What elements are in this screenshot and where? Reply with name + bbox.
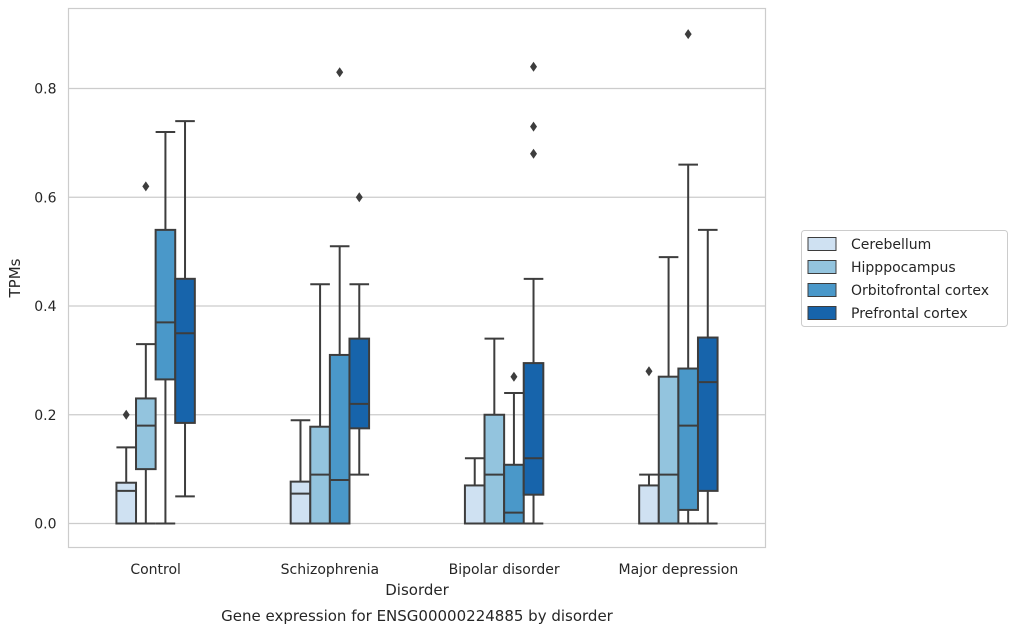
box-hipppocampus — [309, 283, 331, 525]
box-prefrontal-cortex — [348, 192, 371, 476]
outlier-point — [530, 121, 538, 132]
outlier-point — [122, 409, 130, 420]
iqr-box — [638, 484, 660, 525]
legend-swatch — [807, 237, 837, 251]
x-axis-label: Disorder — [385, 581, 449, 599]
legend-swatch — [807, 260, 837, 274]
box-orbitofrontal-cortex — [328, 67, 351, 525]
outlier-point — [142, 181, 150, 192]
y-tick-label: 0.6 — [34, 190, 56, 206]
x-tick-label: Control — [130, 562, 181, 578]
outlier-point — [355, 192, 363, 203]
legend-swatch — [807, 306, 837, 320]
iqr-box — [696, 336, 719, 492]
y-tick-label: 0.8 — [34, 82, 56, 98]
iqr-box — [174, 277, 196, 424]
legend-frame — [801, 230, 1008, 327]
x-tick-label: Schizophrenia — [281, 562, 379, 578]
outlier-point — [684, 29, 692, 40]
box-prefrontal-cortex — [174, 120, 196, 498]
x-tick-labels: Control Schizophrenia Bipolar disorder Majo… — [130, 562, 738, 578]
legend-entry-label: Orbitofrontal cortex — [851, 283, 989, 299]
box-prefrontal-cortex — [696, 228, 719, 525]
box-hipppocampus — [135, 181, 157, 525]
iqr-box — [483, 413, 506, 525]
outlier-point — [530, 148, 538, 159]
legend: Cerebellum Hipppocampus Orbitofrontal cort… — [801, 230, 1008, 327]
iqr-box — [657, 375, 680, 525]
outlier-point — [645, 366, 653, 377]
iqr-box — [115, 481, 138, 525]
legend-entry-label: Prefrontal cortex — [851, 306, 968, 322]
iqr-box — [289, 480, 312, 525]
outlier-point — [530, 61, 538, 72]
box-prefrontal-cortex — [522, 61, 545, 525]
iqr-box — [135, 397, 157, 471]
iqr-box — [328, 353, 351, 525]
legend-swatch — [807, 283, 837, 297]
iqr-box — [348, 337, 371, 430]
y-axis-label: TPMs — [6, 258, 24, 298]
box-cerebellum — [289, 419, 312, 525]
y-tick-label: 0.0 — [34, 517, 56, 533]
x-tick-label: Bipolar disorder — [449, 562, 560, 578]
boxes — [115, 29, 719, 525]
iqr-box — [154, 228, 177, 381]
iqr-box — [522, 362, 545, 496]
y-tick-label: 0.2 — [34, 408, 56, 424]
box-cerebellum — [463, 457, 486, 525]
box-cerebellum — [115, 409, 138, 525]
y-tick-labels: 0.0 0.2 0.4 0.6 0.8 — [34, 82, 56, 533]
iqr-box — [503, 463, 525, 525]
iqr-box — [463, 484, 486, 525]
chart-caption: Gene expression for ENSG00000224885 by d… — [221, 607, 614, 625]
box-orbitofrontal-cortex — [154, 131, 177, 525]
outlier-point — [336, 67, 344, 78]
x-tick-label: Major depression — [619, 562, 739, 578]
box-cerebellum — [638, 366, 660, 525]
legend-entry-label: Cerebellum — [851, 237, 931, 253]
y-tick-label: 0.4 — [34, 299, 56, 315]
outlier-point — [510, 371, 518, 382]
iqr-box — [677, 367, 699, 511]
legend-entry-label: Hipppocampus — [851, 260, 956, 276]
